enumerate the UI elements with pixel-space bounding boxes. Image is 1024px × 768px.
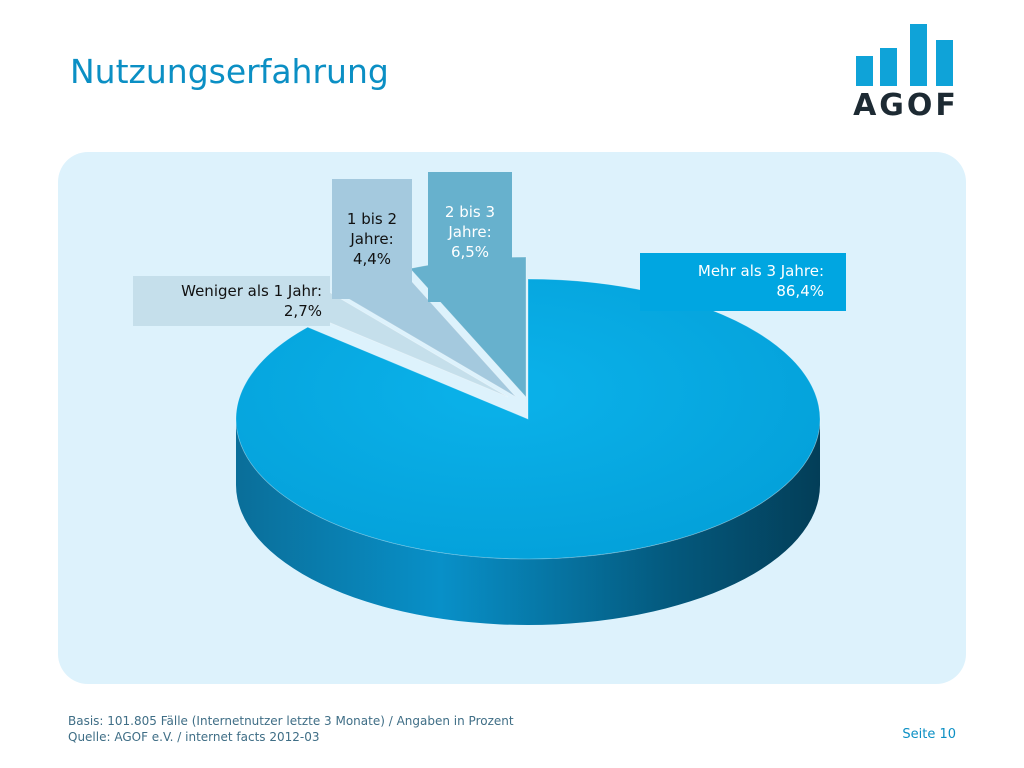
footer-source: Quelle: AGOF e.V. / internet facts 2012-…	[68, 730, 320, 744]
slice-label-more-than-3-years: Mehr als 3 Jahre: 86,4%	[640, 253, 846, 311]
logo-text: AGOF	[853, 88, 959, 123]
logo-bar-2	[880, 48, 897, 86]
agof-logo: AGOF	[850, 24, 960, 124]
pie-slice-side	[236, 419, 820, 625]
slice-label-line: Mehr als 3 Jahre:	[697, 262, 824, 280]
slice-label-2-to-3-years: 2 bis 3 Jahre: 6,5%	[428, 172, 512, 302]
slice-label-line: 4,4%	[352, 250, 392, 268]
page-number: Seite 10	[902, 727, 956, 742]
footer-notes: Basis: 101.805 Fälle (Internetnutzer let…	[68, 713, 514, 745]
slice-label-line: Weniger als 1 Jahr:	[181, 282, 322, 300]
logo-bar-3	[910, 24, 927, 86]
slice-label-line: 6,5%	[450, 243, 490, 261]
slice-label-line: 86,4%	[776, 282, 824, 300]
footer-basis: Basis: 101.805 Fälle (Internetnutzer let…	[68, 714, 514, 728]
slice-label-line: 2 bis 3	[444, 203, 496, 221]
slice-label-line: Jahre:	[350, 230, 394, 248]
slice-label-1-to-2-years: 1 bis 2 Jahre: 4,4%	[332, 179, 412, 299]
pie-slice-mehr-als-3-jahre	[235, 278, 821, 560]
logo-bar-4	[936, 40, 953, 86]
logo-bar-1	[856, 56, 873, 86]
slice-label-less-than-1-year: Weniger als 1 Jahr: 2,7%	[133, 276, 330, 326]
slice-label-line: Jahre:	[448, 223, 492, 241]
page-title: Nutzungserfahrung	[70, 52, 389, 91]
slice-label-line: 1 bis 2	[346, 210, 398, 228]
slice-label-line: 2,7%	[283, 302, 322, 320]
